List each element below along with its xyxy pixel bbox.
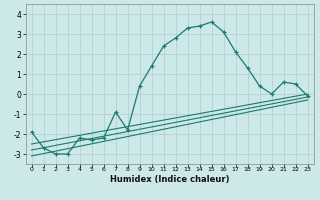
- X-axis label: Humidex (Indice chaleur): Humidex (Indice chaleur): [110, 175, 229, 184]
